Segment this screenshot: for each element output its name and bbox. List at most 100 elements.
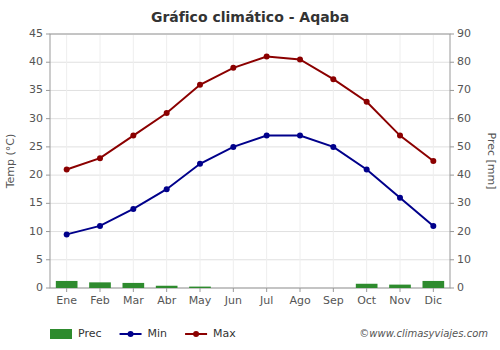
point xyxy=(297,56,303,62)
grid-line xyxy=(133,34,134,288)
legend-marker xyxy=(128,331,134,337)
tick xyxy=(450,62,454,63)
bar xyxy=(256,288,278,289)
tick-label: 60 xyxy=(457,112,471,125)
tick-label: Nov xyxy=(389,294,411,307)
y-label: Temp (°C) xyxy=(4,134,17,190)
tick xyxy=(333,288,334,292)
point xyxy=(64,166,70,172)
point xyxy=(297,133,303,139)
tick xyxy=(433,288,434,292)
grid-line xyxy=(266,34,267,288)
tick-label: 45 xyxy=(29,27,43,40)
x-axis: EneFebMarAbrMayJunJulAgoSepOctNovDic xyxy=(56,288,442,307)
tick-label: 10 xyxy=(29,225,43,238)
grid xyxy=(50,34,450,288)
grid-line xyxy=(333,34,334,288)
tick-label: Ene xyxy=(56,294,77,307)
point xyxy=(364,166,370,172)
tick-label: Ago xyxy=(289,294,311,307)
tick xyxy=(46,146,50,147)
grid-line xyxy=(366,34,367,288)
tick-label: Jul xyxy=(259,294,273,307)
line xyxy=(67,136,434,235)
tick-label: May xyxy=(189,294,212,307)
tick-label: 10 xyxy=(457,253,471,266)
point xyxy=(164,110,170,116)
legend-swatch xyxy=(50,329,72,339)
point xyxy=(230,144,236,150)
tick-label: 25 xyxy=(29,140,43,153)
legend-marker xyxy=(193,331,199,337)
point xyxy=(130,133,136,139)
grid-line xyxy=(50,90,450,91)
tick xyxy=(300,288,301,292)
legend-label: Min xyxy=(148,327,168,340)
line xyxy=(67,57,434,170)
tick xyxy=(46,34,50,35)
bar xyxy=(189,287,211,288)
bar xyxy=(56,281,78,288)
tick xyxy=(46,90,50,91)
legend-label: Max xyxy=(213,327,236,340)
tick xyxy=(450,146,454,147)
tick xyxy=(46,203,50,204)
grid-line xyxy=(166,34,167,288)
grid-line xyxy=(300,34,301,288)
tick xyxy=(46,231,50,232)
grid-line xyxy=(50,203,450,204)
bar xyxy=(356,284,378,288)
tick xyxy=(200,288,201,292)
tick-label: Dic xyxy=(425,294,443,307)
tick-label: 5 xyxy=(36,253,43,266)
point xyxy=(330,76,336,82)
point xyxy=(197,82,203,88)
point xyxy=(264,54,270,60)
tick-label: 0 xyxy=(36,281,43,294)
tick-label: 50 xyxy=(457,140,471,153)
point xyxy=(430,158,436,164)
tick xyxy=(450,34,454,35)
tick xyxy=(100,288,101,292)
grid-line xyxy=(50,231,450,232)
grid-line xyxy=(50,118,450,119)
legend: PrecMinMax xyxy=(50,327,236,340)
point xyxy=(430,223,436,229)
grid-line xyxy=(66,34,67,288)
tick-label: 35 xyxy=(29,83,43,96)
tick xyxy=(66,288,67,292)
bar xyxy=(423,281,445,288)
tick xyxy=(450,259,454,260)
grid-line xyxy=(400,34,401,288)
grid-line xyxy=(233,34,234,288)
tick-label: 20 xyxy=(457,225,471,238)
tick xyxy=(366,288,367,292)
tick-label: 0 xyxy=(457,281,464,294)
tick-label: 70 xyxy=(457,83,471,96)
tick xyxy=(46,288,50,289)
tick-label: 30 xyxy=(457,196,471,209)
point xyxy=(164,186,170,192)
bar xyxy=(389,285,411,288)
bar xyxy=(89,282,111,288)
bar xyxy=(289,288,311,289)
tick xyxy=(46,259,50,260)
point xyxy=(64,231,70,237)
point xyxy=(364,99,370,105)
bar xyxy=(156,286,178,288)
tick xyxy=(450,231,454,232)
tick-label: 15 xyxy=(29,196,43,209)
annotation: ©www.climasyviajes.com xyxy=(359,328,488,339)
tick xyxy=(450,90,454,91)
tick-label: Sep xyxy=(323,294,344,307)
bar xyxy=(223,288,245,289)
tick xyxy=(233,288,234,292)
title: Gráfico climático - Aqaba xyxy=(151,9,349,25)
tick xyxy=(450,175,454,176)
tick-label: Mar xyxy=(123,294,144,307)
point xyxy=(397,195,403,201)
tick xyxy=(450,118,454,119)
tick xyxy=(46,62,50,63)
tick xyxy=(46,118,50,119)
tick xyxy=(266,288,267,292)
